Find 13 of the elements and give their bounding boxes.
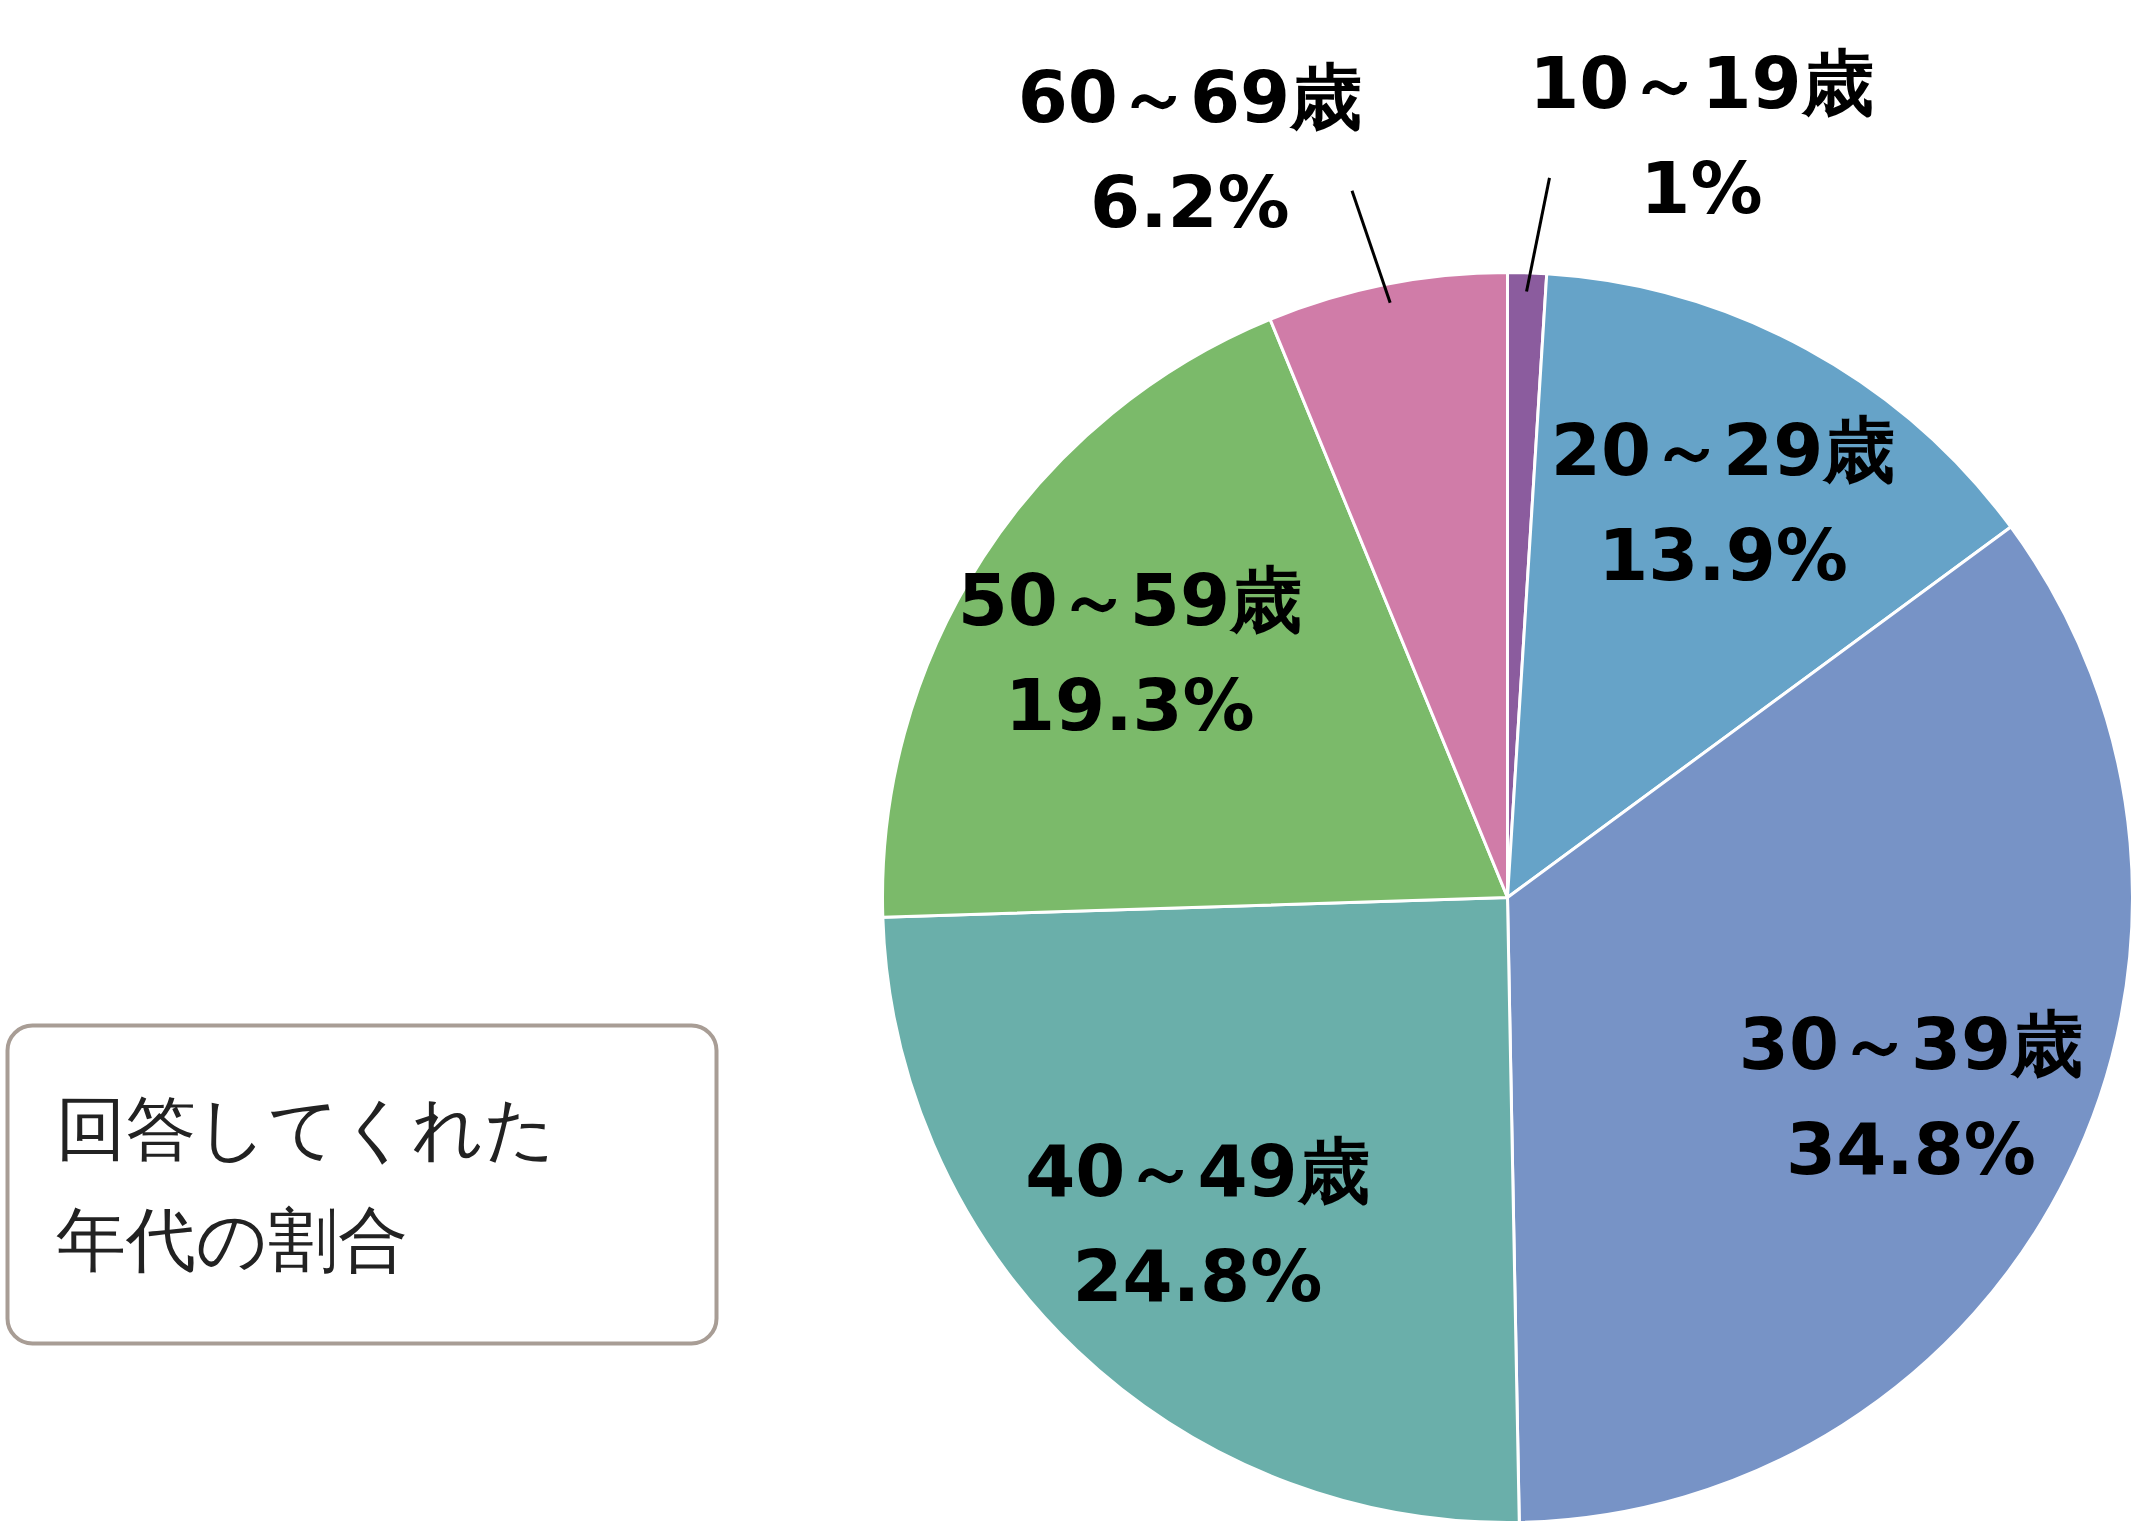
data-label: 1% xyxy=(1640,145,1763,230)
data-label: 34.8% xyxy=(1786,1107,2036,1192)
slice-label: 60～69歳 xyxy=(1017,54,1363,139)
slice-label: 40～49歳 xyxy=(1025,1129,1370,1214)
data-label: 6.2% xyxy=(1090,159,1290,244)
data-label: 24.8% xyxy=(1072,1234,1323,1319)
data-label: 19.3% xyxy=(1004,663,1255,748)
slice-label: 20～29歳 xyxy=(1550,407,1896,492)
slice-label: 30～39歳 xyxy=(1738,1002,2084,1087)
data-label: 13.9% xyxy=(1598,512,1848,597)
slice-label: 50～59歳 xyxy=(957,558,1303,643)
slice-label: 10～19歳 xyxy=(1529,40,1874,125)
text: 回答してくれた年代の割合 xyxy=(55,1088,556,1281)
